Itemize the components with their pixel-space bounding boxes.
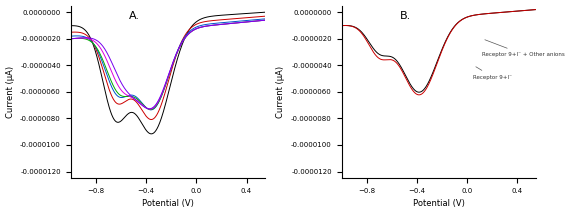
X-axis label: Potential (V): Potential (V) [413, 199, 465, 208]
Text: Receptor 9+I⁻ + Other anions: Receptor 9+I⁻ + Other anions [483, 40, 565, 57]
Text: Receptor 9+I⁻: Receptor 9+I⁻ [473, 67, 513, 80]
Text: A.: A. [129, 11, 140, 21]
Text: B.: B. [400, 11, 411, 21]
Y-axis label: Current (µA): Current (µA) [277, 66, 286, 118]
X-axis label: Potential (V): Potential (V) [142, 199, 194, 208]
Y-axis label: Current (µA): Current (µA) [6, 66, 15, 118]
